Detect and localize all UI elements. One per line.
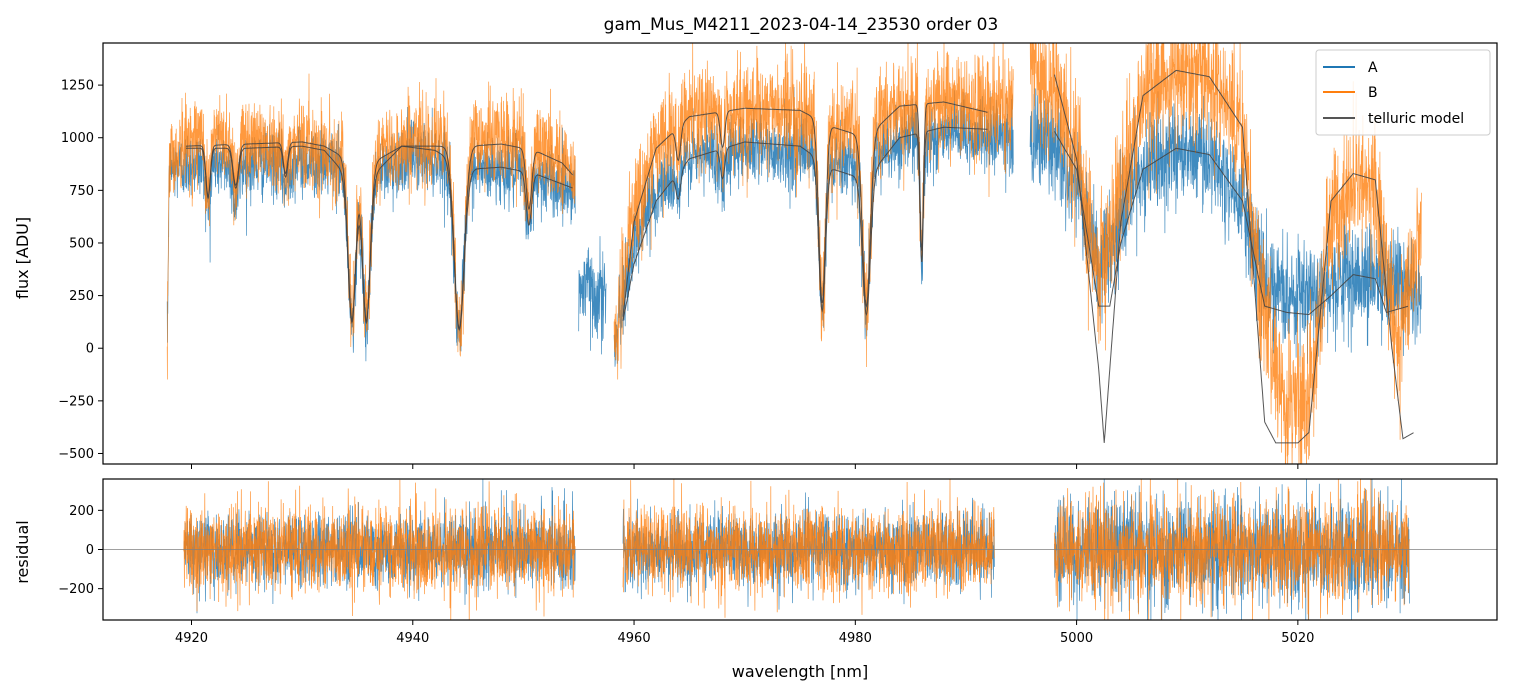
flux-ytick-label: 1000 [61,131,94,146]
xtick-label: 4980 [839,631,872,646]
residual-ytick-label: −200 [58,582,94,597]
series-a-line [578,236,607,355]
legend: A B telluric model [1315,49,1491,136]
telluric-model-a-line [186,145,573,331]
flux-ylabel: flux [ADU] [13,217,32,299]
residual-b-line [622,479,995,618]
telluric-model-b-line [1054,69,1414,444]
xtick-label: 4960 [618,631,651,646]
residual-b-line [1054,479,1410,620]
flux-axes-frame [102,42,1498,465]
flux-ytick-label: −250 [58,394,94,409]
series-b-line [1029,43,1422,464]
telluric-model-a-line [622,126,988,321]
chart-title: gam_Mus_M4211_2023-04-14_23530 order 03 [604,15,999,35]
residual-ytick-label: 200 [69,504,94,519]
flux-panel: −500 −250 0 250 500 750 1000 1250 flux [ADU] A … [13,42,1498,469]
telluric-model-b-line [622,101,988,317]
residual-panel: −200 0 200 4920 4940 4960 4980 5000 5020 residu… [13,478,1498,646]
xtick-label: 5020 [1281,631,1314,646]
x-axis-label: wavelength [nm] [732,662,869,681]
flux-ytick-label: 750 [69,184,94,199]
telluric-model-b-line [186,141,573,330]
flux-ytick-label: 1250 [61,79,94,94]
flux-ytick-label: −500 [58,447,94,462]
residual-b-line [183,479,576,620]
xtick-label: 5000 [1060,631,1093,646]
legend-label-model: telluric model [1368,111,1464,127]
flux-ytick-label: 500 [69,236,94,251]
legend-label-a: A [1368,60,1378,76]
residual-ylabel: residual [13,520,32,583]
xtick-label: 4920 [175,631,208,646]
residual-ytick-label: 0 [86,543,94,558]
xtick-label: 4940 [396,631,429,646]
flux-ytick-label: 0 [86,342,94,357]
telluric-model-a-line [1054,131,1408,315]
flux-ytick-label: 250 [69,289,94,304]
legend-label-b: B [1368,85,1378,101]
